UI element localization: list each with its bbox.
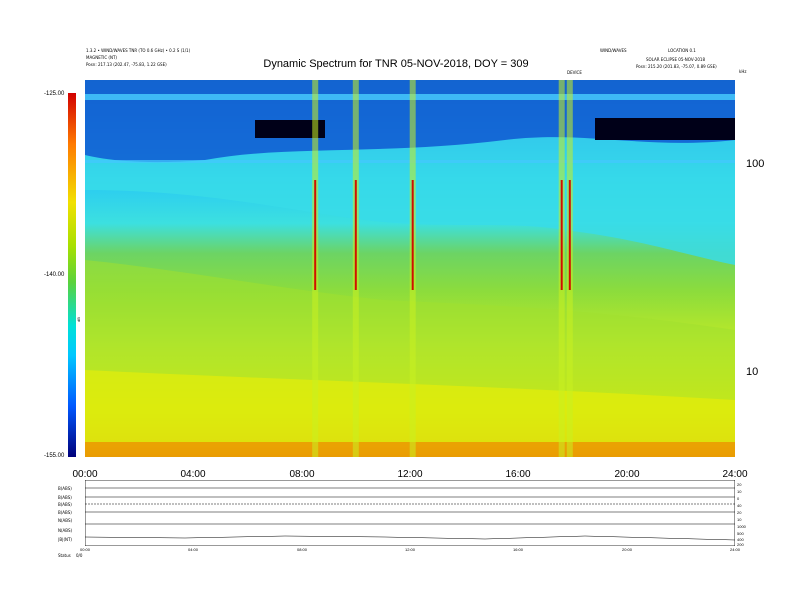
strip-label-5: N(ABS) — [58, 518, 73, 523]
burst-core-2 — [411, 180, 414, 290]
time-tick-5: 20:00 — [614, 469, 640, 480]
strip-time-tick-1: 04:00 — [187, 547, 199, 552]
time-tick-6: 24:00 — [722, 469, 748, 480]
strip-value-5: 20 — [737, 510, 742, 515]
strip-label-3: B(ABS) — [58, 502, 72, 507]
time-tick-4: 16:00 — [505, 469, 531, 480]
strip-value-2: 10 — [737, 489, 742, 494]
strip-value-6: 10 — [737, 517, 742, 522]
strip-value-8: 500 — [737, 531, 744, 536]
burst-core-0 — [314, 180, 317, 290]
header-left-line3: Posn: 217.13 (202.47, -75.83, 1.22 GSE) — [86, 62, 167, 67]
dark-patch-2 — [595, 118, 735, 140]
header-right-line2: SOLAR ECLIPSE 05-NOV-2018 — [646, 57, 706, 62]
strip-time-tick-3: 12:00 — [404, 547, 416, 552]
dark-patch-1 — [255, 120, 325, 138]
colorbar-tick-top: -125.00 — [44, 91, 65, 97]
burst-core-1 — [354, 180, 357, 290]
header-right-line3: Posn: 215.20 (201.83, -75.07, 0.89 GSE) — [636, 64, 717, 69]
strip-label-6: N(ABS) — [58, 528, 73, 533]
freq-tick-100: 100 — [746, 158, 765, 170]
freq-tick-10: 10 — [746, 366, 759, 378]
strip-value-1: 20 — [737, 482, 742, 487]
strip-trace-6 — [84, 535, 736, 541]
burst-core-4 — [568, 180, 571, 290]
status-label: Status — [58, 553, 71, 558]
strip-time-tick-2: 08:00 — [296, 547, 308, 552]
strip-time-tick-5: 20:00 — [621, 547, 633, 552]
burst-core-3 — [560, 180, 563, 290]
strip-value-7: 1000 — [737, 524, 746, 529]
strip-time-tick-0: 00:00 — [79, 547, 91, 552]
strip-value-9: 400 — [737, 537, 744, 542]
header-right-line1: LOCATION 0.1 — [668, 48, 696, 53]
strip-value-10: 200 — [737, 542, 744, 547]
time-tick-3: 12:00 — [397, 469, 423, 480]
strip-label-7: |B|(NT) — [58, 537, 72, 542]
time-tick-2: 08:00 — [289, 469, 315, 480]
corner-label: kHz — [739, 69, 747, 74]
time-tick-1: 04:00 — [180, 469, 206, 480]
strip-label-1: B(ABS) — [58, 486, 72, 491]
dynamic-spectrum-plot — [85, 80, 735, 457]
header-left-line2: MAGNETIC (NT) — [86, 55, 117, 60]
status-value: 0/0 — [76, 553, 83, 558]
header-left-line1: 1.3.2 • WIND/WAVES TNR (TO 0.6 GHz) • 0.… — [86, 48, 191, 53]
strip-time-tick-4: 16:00 — [512, 547, 524, 552]
strip-value-4: 40 — [737, 503, 742, 508]
colorbar-label: dB — [76, 317, 81, 322]
chart-title: Dynamic Spectrum for TNR 05-NOV-2018, DO… — [263, 58, 529, 70]
colorbar — [68, 93, 76, 457]
strip-time-tick-6: 24:00 — [729, 547, 741, 552]
ancillary-strip-panel — [84, 479, 736, 547]
burst-group — [312, 80, 573, 457]
event-label: DEVICE — [567, 70, 582, 75]
strip-svg — [84, 479, 736, 547]
strip-label-4: B(ABS) — [58, 510, 72, 515]
spectrum-svg — [85, 80, 735, 457]
strip-frame — [84, 479, 736, 547]
colorbar-tick-bottom: -155.00 — [44, 453, 65, 459]
strip-label-2: B(ABS) — [58, 495, 72, 500]
time-tick-0: 00:00 — [72, 469, 98, 480]
colorbar-tick-mid: -140.00 — [44, 272, 65, 278]
strip-value-3: 0 — [737, 496, 740, 501]
header-right-top: WIND/WAVES — [600, 48, 627, 53]
